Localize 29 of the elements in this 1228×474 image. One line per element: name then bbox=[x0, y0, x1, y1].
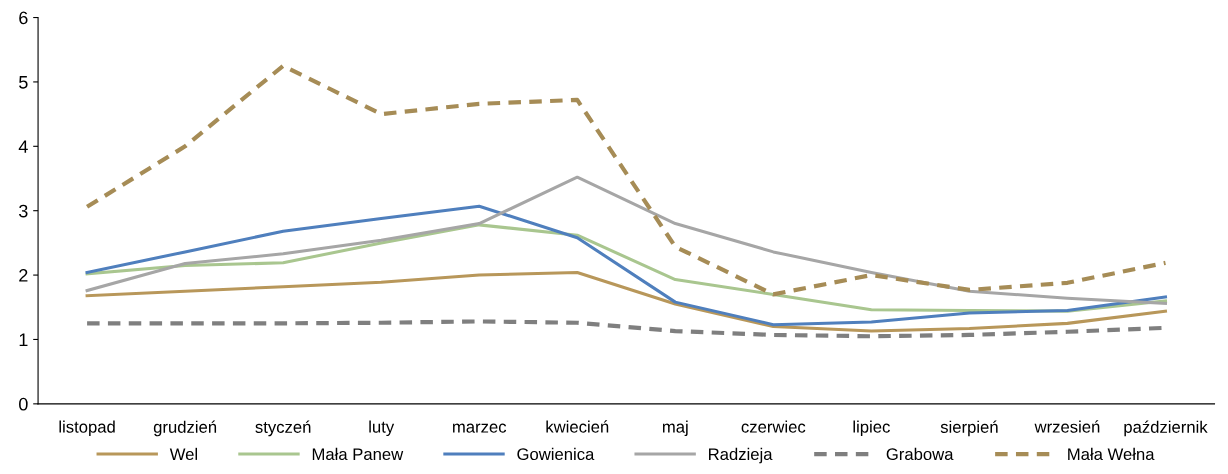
y-tick-label: 4 bbox=[18, 140, 28, 153]
legend-label: Wel bbox=[169, 447, 198, 461]
legend-label: Mała Panew bbox=[312, 447, 404, 461]
x-tick-label: październik bbox=[1124, 420, 1208, 437]
line-series bbox=[85, 175, 1167, 305]
line-series bbox=[85, 63, 1168, 297]
y-tick-label: 1 bbox=[19, 333, 28, 347]
x-tick-label: marzec bbox=[453, 423, 507, 433]
x-tick-label: luty bbox=[369, 420, 395, 437]
x-tick-label: kwiecień bbox=[546, 420, 609, 433]
y-tick-label: 5 bbox=[19, 76, 28, 89]
line-series bbox=[85, 270, 1167, 333]
y-tick-label: 3 bbox=[18, 204, 28, 218]
y-tick-label: 0 bbox=[19, 397, 28, 411]
x-tick-label: czerwiec bbox=[741, 420, 806, 433]
legend-label: Gowienica bbox=[517, 447, 595, 461]
x-tick-label: maj bbox=[662, 420, 688, 437]
legend-label: Grabowa bbox=[886, 447, 954, 461]
x-tick-label: styczeń bbox=[255, 420, 311, 437]
x-tick-label: sierpień bbox=[940, 420, 998, 437]
y-tick-label: 2 bbox=[19, 269, 28, 282]
line-series bbox=[85, 204, 1167, 327]
legend-label: Radzieja bbox=[709, 447, 773, 464]
x-tick-label: lipiec bbox=[853, 420, 890, 437]
legend-label: Mała Wełna bbox=[1068, 447, 1155, 461]
y-tick-label: 6 bbox=[19, 11, 28, 25]
x-tick-label: wrzesień bbox=[1034, 420, 1100, 433]
x-tick-label: listopad bbox=[59, 420, 115, 437]
x-tick-label: grudzień bbox=[153, 420, 217, 437]
